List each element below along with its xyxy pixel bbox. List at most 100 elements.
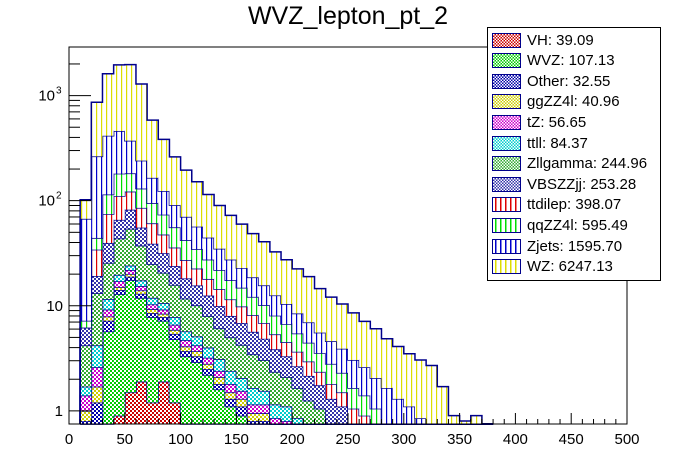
bar-vbszzjj-bin-4 [124,209,136,229]
legend-swatch [492,53,521,69]
bar-zjets-bin-17 [269,295,282,316]
bar-qqzz4l-bin-11 [202,259,215,279]
bar-wz-bin-16 [258,241,270,286]
bar-wz-bin-34 [459,421,471,424]
y-tick-exponent: 3 [56,86,62,97]
bar-tz-bin-6 [147,304,159,310]
bar-ggzz4l-bin-15 [247,413,259,422]
bar-ttll-bin-18 [281,406,293,422]
bar-other-bin-16 [258,421,270,424]
bar-wz-bin-24 [348,312,360,360]
legend-item-wz: WZ: 6247.13 [492,258,613,276]
bar-wz-bin-1 [91,102,103,157]
bar-wvz-bin-11 [202,374,215,424]
bar-ttdilep-bin-15 [247,315,259,332]
bar-wvz-bin-10 [191,362,203,424]
bar-wvz-bin-4 [124,280,136,393]
bar-other-bin-11 [202,369,215,375]
bar-vbszzjj-bin-8 [169,266,181,285]
legend-label: ttll: 84.37 [527,134,588,152]
x-tick-label: 450 [559,431,584,448]
legend-label: WVZ: 107.13 [527,52,615,70]
bar-zjets-bin-3 [113,130,125,174]
bar-wz-bin-33 [448,415,460,424]
bar-qqzz4l-bin-23 [336,372,348,393]
bar-zllgamma-bin-21 [314,408,326,424]
bar-other-bin-2 [102,320,114,332]
bar-zjets-bin-9 [180,216,192,241]
bar-wz-bin-26 [370,328,382,379]
bar-wvz-bin-5 [135,297,148,382]
bar-qqzz4l-bin-2 [102,194,114,215]
bar-vh-bin-4 [124,392,136,424]
bar-wz-bin-23 [336,303,348,349]
x-tick-label: 0 [65,431,73,448]
x-tick-label: 400 [503,431,528,448]
bar-ttll-bin-17 [269,404,282,419]
bar-zjets-bin-25 [359,367,371,396]
bar-tz-bin-8 [169,324,181,330]
bar-wz-bin-35 [470,415,482,424]
bar-zllgamma-bin-0 [80,345,92,387]
bar-zllgamma-bin-3 [113,238,125,275]
bar-wz-bin-15 [247,233,259,278]
bar-zjets-bin-20 [303,322,315,343]
bar-ggzz4l-bin-2 [102,316,114,321]
bar-other-bin-8 [169,333,181,340]
bar-ttll-bin-16 [258,390,270,405]
bar-zllgamma-bin-1 [91,293,103,346]
bar-wz-bin-30 [414,359,427,419]
legend-item-qqzz4l: qqZZ4l: 595.49 [492,216,628,234]
bar-qqzz4l-bin-24 [348,388,360,409]
bar-qqzz4l-bin-4 [124,173,136,192]
bar-ttdilep-bin-24 [348,408,360,424]
bar-zjets-bin-27 [381,388,393,424]
bar-zjets-bin-14 [236,268,248,288]
bar-other-bin-10 [191,356,203,363]
bar-vh-bin-7 [158,381,170,424]
legend-item-other: Other: 32.55 [492,72,610,90]
bar-zllgamma-bin-10 [191,305,203,337]
bar-wvz-bin-12 [214,389,226,424]
legend-label: VBSZZjj: 253.28 [527,175,637,193]
bar-tz-bin-1 [91,367,103,387]
bar-zjets-bin-7 [158,191,170,215]
bar-zllgamma-bin-20 [303,400,315,424]
bar-vh-bin-8 [169,402,181,424]
bar-other-bin-12 [214,384,226,390]
bar-vh-bin-6 [147,402,159,424]
bar-vbszzjj-bin-15 [247,331,259,355]
bar-vbszzjj-bin-16 [258,338,270,360]
bar-ttdilep-bin-1 [91,249,103,277]
chart-title: WVZ_lepton_pt_2 [247,2,449,30]
bar-ttdilep-bin-5 [135,207,148,228]
y-tick-label: 10 [38,193,55,210]
x-tick-label: 250 [335,431,360,448]
bar-ttll-bin-9 [180,331,192,341]
bar-ttdilep-bin-7 [158,234,170,254]
bar-zjets-bin-30 [414,418,427,424]
bar-qqzz4l-bin-18 [281,324,293,343]
bar-vbszzjj-bin-22 [325,398,337,424]
bar-qqzz4l-bin-19 [292,333,304,352]
bar-ggzz4l-bin-1 [91,386,103,403]
bar-ggzz4l-bin-4 [124,273,136,277]
bar-qqzz4l-bin-1 [91,237,103,250]
bar-zllgamma-bin-7 [158,272,170,304]
bar-wvz-bin-3 [113,294,125,416]
bar-zjets-bin-18 [281,303,293,325]
bar-tz-bin-14 [236,390,248,399]
bar-tz-bin-17 [269,418,282,424]
bar-vbszzjj-bin-5 [135,227,148,246]
bar-zllgamma-bin-2 [102,262,114,300]
bar-qqzz4l-bin-17 [269,315,282,335]
bar-ttdilep-bin-11 [202,278,215,296]
bar-vbszzjj-bin-10 [191,285,203,306]
bar-zllgamma-bin-4 [124,228,136,266]
bar-qqzz4l-bin-6 [147,203,159,224]
bar-ggzz4l-bin-13 [225,392,237,399]
bar-zllgamma-bin-16 [258,359,270,391]
bar-ggzz4l-bin-14 [236,398,248,407]
bar-qqzz4l-bin-26 [370,408,382,424]
